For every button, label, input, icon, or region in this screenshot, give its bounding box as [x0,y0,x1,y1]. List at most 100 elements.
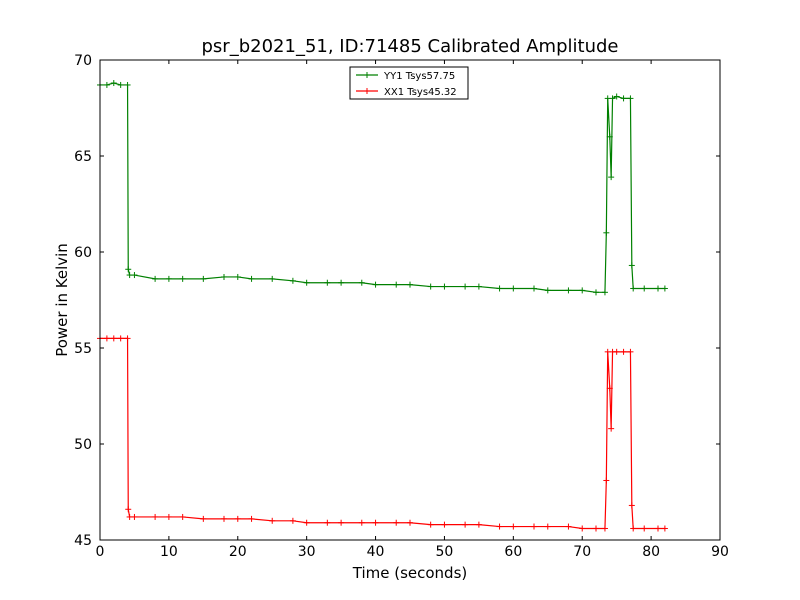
data-point [200,275,207,282]
data-point [593,525,599,532]
data-point [427,283,434,290]
data-point [289,277,296,284]
data-point [117,335,124,342]
data-point [165,513,172,520]
data-point [324,519,331,526]
data-point [110,80,117,87]
x-tick-label: 40 [367,544,385,560]
data-point [117,81,124,88]
plot-area [97,80,668,532]
data-point [289,517,296,524]
y-tick-label: 55 [74,341,92,357]
data-point [531,523,537,530]
data-point [613,93,620,100]
data-point [630,525,637,532]
x-tick-label: 20 [229,544,247,560]
data-point [544,287,551,294]
data-point [609,95,616,102]
data-point [462,521,469,528]
data-point [131,513,138,520]
data-point [601,289,608,296]
data-point [179,513,186,520]
data-point [565,287,572,294]
data-point [358,519,365,526]
data-point [427,521,434,528]
data-point [620,95,627,102]
data-point [441,283,448,290]
data-point [221,273,227,280]
series-line-2 [100,337,665,530]
series-line-1 [100,82,665,293]
data-point [407,519,413,526]
data-point [234,273,241,280]
data-point [603,477,610,484]
data-point [124,81,131,88]
data-point [641,525,648,532]
data-point [125,266,132,273]
x-tick-label: 80 [642,544,660,560]
data-point [372,281,379,288]
y-axis-label: Power in Kelvin [53,243,71,357]
legend-box [349,66,469,100]
y-tick-label: 65 [74,149,92,165]
data-point [324,279,331,286]
data-point [655,285,661,292]
data-point [608,425,615,432]
y-tick-label: 45 [74,533,92,549]
data-point [655,525,661,532]
y-axis: 45 50 55 60 65 70 [74,53,720,549]
data-point [579,287,586,294]
data-point [620,348,627,355]
data-point [544,523,551,530]
data-point [393,519,400,526]
data-point [221,515,227,522]
plot-frame [99,59,721,541]
y-tick-label: 50 [74,437,92,453]
x-tick-label: 30 [298,544,316,560]
data-point [475,521,482,528]
data-point [131,272,138,279]
x-tick-label: 50 [436,544,454,560]
data-point [124,335,131,342]
data-point [661,525,668,532]
data-point [248,515,255,522]
data-point [628,502,635,509]
data-point [510,523,517,530]
data-point [103,81,110,88]
data-point [248,275,255,282]
data-point [269,517,276,524]
data-point [593,289,599,296]
data-point [441,521,448,528]
data-point [606,133,613,140]
data-point [303,279,310,286]
data-point [627,348,634,355]
data-point [475,283,482,290]
data-point [125,506,132,513]
data-point [579,525,586,532]
data-point [152,513,159,520]
data-point [338,279,345,286]
legend-label: XX1 Tsys45.32 [384,87,457,98]
data-point [496,285,503,292]
data-point [613,348,620,355]
data-point [603,229,610,236]
legend-item: YY1 Tsys57.75 [356,71,455,82]
x-tick-label: 10 [160,544,178,560]
data-point [565,523,572,530]
legend-item: XX1 Tsys45.32 [356,87,457,98]
data-point [608,174,615,181]
y-tick-label: 70 [74,53,92,69]
data-point [462,283,469,290]
data-point [627,95,634,102]
x-tick-label: 70 [573,544,591,560]
data-point [630,285,637,292]
data-point [531,285,537,292]
data-point [338,519,345,526]
legend: YY1 Tsys57.75 XX1 Tsys45.32 [349,66,469,100]
data-point [393,281,400,288]
data-point [372,519,379,526]
data-point [179,275,186,282]
x-tick-label: 60 [504,544,522,560]
data-point [103,335,110,342]
data-point [234,515,241,522]
